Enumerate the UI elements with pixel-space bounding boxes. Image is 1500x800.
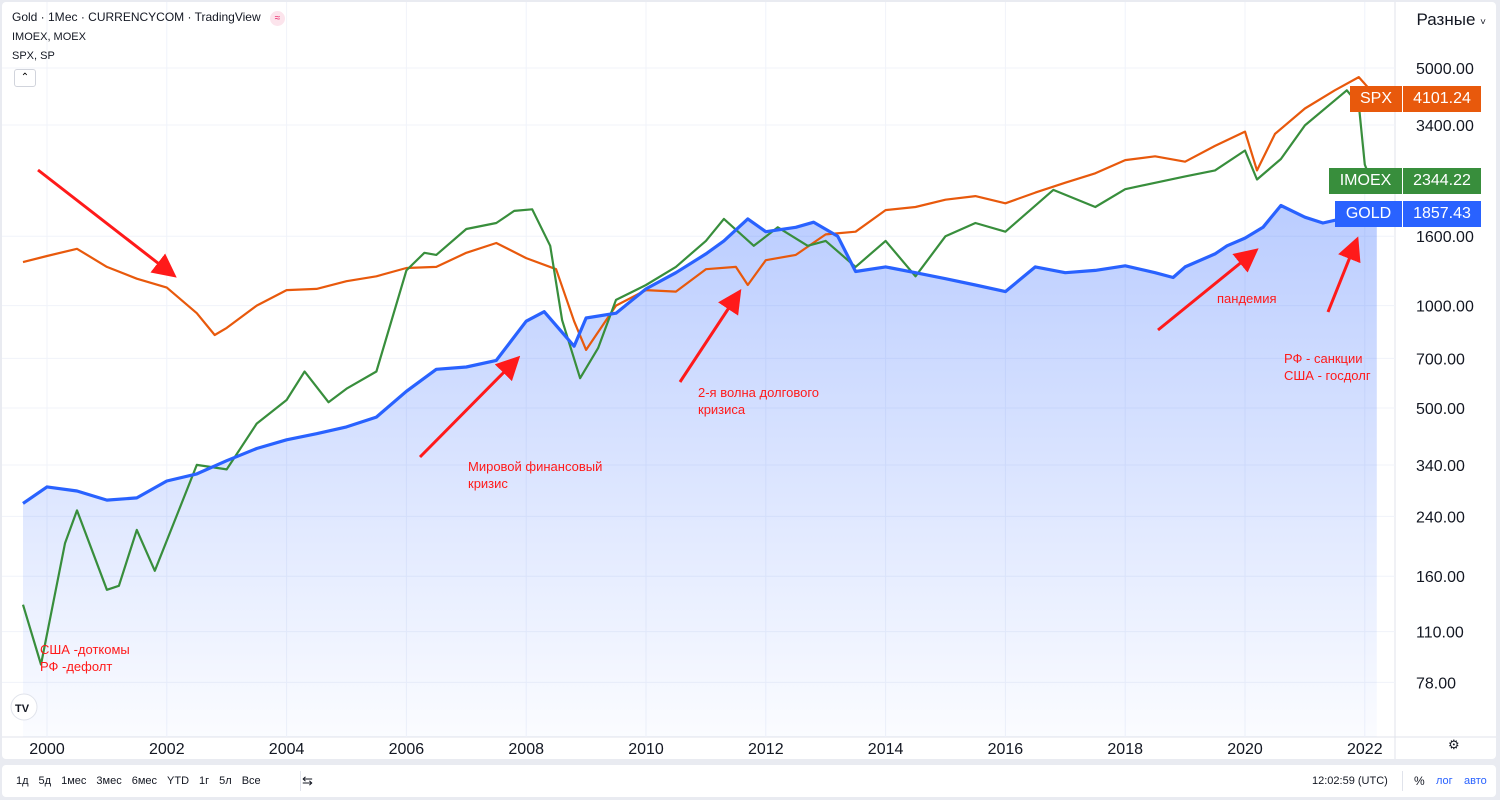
x-tick-label: 2008 xyxy=(508,741,544,758)
x-tick-label: 2004 xyxy=(269,741,305,758)
annotation-arrow xyxy=(418,355,521,459)
range-button-5[interactable]: YTD xyxy=(167,775,190,787)
bottom-toolbar: 1д 5д 1мес 3мес 6мес YTD 1г 5л Все ⇆ 12:02:59 (U… xyxy=(2,765,1496,797)
x-tick-label: 2020 xyxy=(1227,741,1263,758)
gold-area-fill xyxy=(23,205,1377,737)
range-button-6[interactable]: 1г xyxy=(199,775,210,787)
legend-main[interactable]: Gold · 1Мес · CURRENCYCOM · TradingView … xyxy=(12,10,285,26)
price-axis[interactable]: 5000.00 3400.00 1600.00 1000.00 700.00 500.00… xyxy=(1416,61,1474,692)
annotation-text: 2-я волна долгового кризиса xyxy=(698,385,819,417)
imoex-last-price-badge: 2344.22 xyxy=(1403,168,1481,194)
clock-time[interactable]: 12:02:59 (UTC) xyxy=(1312,775,1388,787)
tradingview-logo: TV xyxy=(10,693,38,721)
time-axis[interactable]: 2000 2002 2004 2006 2008 2010 2012 2014 2016 2018… xyxy=(29,741,1382,758)
range-button-4[interactable]: 6мес xyxy=(131,775,158,787)
scale-mode-dropdown[interactable]: Разные ˅ xyxy=(1417,10,1486,30)
price-chart[interactable]: США -доткомы РФ -дефолт Мировой финансовый… xyxy=(2,2,1496,759)
date-range-calendar-icon[interactable]: ⇆ xyxy=(302,773,313,788)
range-button-7[interactable]: 5л xyxy=(219,775,232,787)
legend-spx[interactable]: SPX, SP xyxy=(12,50,55,62)
x-tick-label: 2010 xyxy=(628,741,664,758)
collapse-legend-button[interactable]: ⌃ xyxy=(14,69,36,87)
y-tick-label: 700.00 xyxy=(1416,351,1465,368)
gold-line[interactable] xyxy=(22,203,1378,505)
plot-series xyxy=(21,75,1378,737)
spx-line[interactable] xyxy=(22,75,1378,351)
y-tick-label: 5000.00 xyxy=(1416,61,1474,78)
imoex-line[interactable] xyxy=(21,89,1372,666)
chevron-down-icon: ˅ xyxy=(1480,17,1486,28)
annotation-text: РФ - санкции США - госдолг xyxy=(1284,351,1371,383)
spx-last-price-badge: 4101.24 xyxy=(1403,86,1481,112)
x-tick-label: 2022 xyxy=(1347,741,1383,758)
imoex-name-badge: IMOEX xyxy=(1329,168,1402,194)
y-tick-label: 500.00 xyxy=(1416,401,1465,418)
annotations xyxy=(37,168,1361,459)
gold-last-price-badge: 1857.43 xyxy=(1403,201,1481,227)
annotation-arrow xyxy=(678,288,742,383)
y-tick-label: 1600.00 xyxy=(1416,229,1474,246)
annotation-text: Мировой финансовый кризис xyxy=(468,459,602,491)
y-tick-label: 240.00 xyxy=(1416,509,1465,526)
y-tick-label: 1000.00 xyxy=(1416,299,1474,316)
x-tick-label: 2014 xyxy=(868,741,904,758)
x-tick-label: 2012 xyxy=(748,741,784,758)
range-button-1[interactable]: 5д xyxy=(38,775,52,787)
x-tick-label: 2006 xyxy=(389,741,425,758)
y-tick-label: 160.00 xyxy=(1416,569,1465,586)
auto-scale-toggle[interactable]: авто xyxy=(1464,775,1487,787)
chart-panel[interactable]: США -доткомы РФ -дефолт Мировой финансовый… xyxy=(2,2,1496,759)
annotation-text: пандемия xyxy=(1217,291,1277,306)
log-scale-toggle[interactable]: лог xyxy=(1436,775,1453,787)
legend-imoex[interactable]: IMOEX, MOEX xyxy=(12,31,86,43)
scale-mode-label: Разные xyxy=(1416,10,1476,29)
svg-text:TV: TV xyxy=(15,703,30,715)
y-tick-label: 340.00 xyxy=(1416,458,1465,475)
percent-scale-toggle[interactable]: % xyxy=(1414,774,1425,788)
x-tick-label: 2002 xyxy=(149,741,185,758)
annotation-arrow xyxy=(1326,236,1361,313)
range-button-3[interactable]: 3мес xyxy=(96,775,122,787)
range-button-2[interactable]: 1мес xyxy=(61,775,87,787)
x-tick-label: 2000 xyxy=(29,741,65,758)
compare-icon[interactable]: ≈ xyxy=(269,11,285,26)
x-tick-label: 2018 xyxy=(1107,741,1143,758)
y-tick-label: 110.00 xyxy=(1416,625,1464,642)
main-series-title: Gold · 1Мес · CURRENCYCOM · TradingView xyxy=(12,10,261,24)
spx-name-badge: SPX xyxy=(1350,86,1402,112)
range-button-8[interactable]: Все xyxy=(241,775,261,787)
range-button-0[interactable]: 1д xyxy=(16,775,29,787)
gold-name-badge: GOLD xyxy=(1335,201,1402,227)
y-tick-label: 3400.00 xyxy=(1416,118,1474,135)
y-tick-label: 78.00 xyxy=(1416,675,1456,692)
annotation-arrow xyxy=(37,168,177,278)
annotation-arrow xyxy=(1157,248,1259,332)
settings-gear-icon[interactable]: ⚙ xyxy=(1448,737,1460,752)
annotation-text: США -доткомы РФ -дефолт xyxy=(40,642,130,674)
x-tick-label: 2016 xyxy=(988,741,1024,758)
